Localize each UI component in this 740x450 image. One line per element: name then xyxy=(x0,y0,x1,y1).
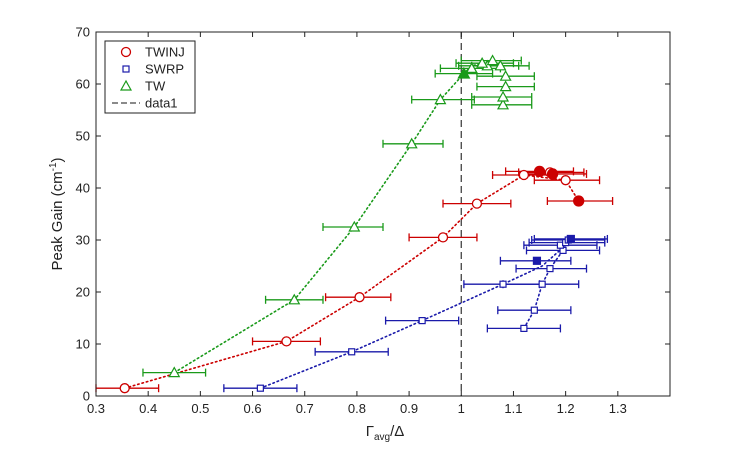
legend-marker xyxy=(119,79,133,91)
x-tick-label: 0.9 xyxy=(400,401,418,416)
x-tick-label: 0.8 xyxy=(348,401,366,416)
y-tick-label: 40 xyxy=(76,181,90,196)
data-point-swrp xyxy=(256,384,264,392)
data-point-twinj xyxy=(533,165,546,178)
data-point-tw xyxy=(348,220,361,232)
data-point-tw xyxy=(494,59,507,71)
data-point-twinj xyxy=(119,383,130,394)
data-point-swrp xyxy=(520,324,528,332)
data-point-twinj xyxy=(518,169,530,181)
legend-marker xyxy=(120,46,132,58)
x-tick-label: 1 xyxy=(458,401,465,416)
data-point-twinj xyxy=(281,336,292,347)
series-twinj xyxy=(95,165,614,394)
data-point-tw xyxy=(434,93,447,105)
y-tick-label: 30 xyxy=(76,233,90,248)
data-point-swrp xyxy=(566,234,575,244)
trend-line-tw xyxy=(173,59,494,374)
x-tick-label: 0.7 xyxy=(296,401,314,416)
legend-label: data1 xyxy=(145,96,178,111)
data-point-twinj xyxy=(471,198,483,209)
y-tick-label: 0 xyxy=(83,389,90,404)
data-point-tw xyxy=(499,69,512,81)
data-point-tw xyxy=(499,80,512,92)
data-point-tw xyxy=(486,54,499,66)
data-point-twinj xyxy=(437,232,449,243)
x-tick-label: 1.3 xyxy=(609,401,627,416)
y-tick-label: 10 xyxy=(76,337,90,352)
legend: TWINJ SWRP TW data1 xyxy=(104,40,196,114)
legend-label: SWRP xyxy=(145,62,184,77)
data-point-tw xyxy=(405,137,418,149)
x-tick-label: 0.4 xyxy=(139,401,157,416)
x-tick-label: 0.6 xyxy=(244,401,262,416)
y-axis-label-sup: -1 xyxy=(48,162,59,171)
x-axis-label-tail: /Δ xyxy=(390,423,404,440)
data-point-swrp xyxy=(546,265,554,273)
legend-label: TW xyxy=(145,79,166,94)
x-axis-label-sub: avg xyxy=(374,432,390,443)
plot-layer xyxy=(95,32,614,396)
x-tick-label: 1.2 xyxy=(557,401,575,416)
y-tick-label: 50 xyxy=(76,129,90,144)
data-point-swrp xyxy=(532,256,542,265)
legend-item-swrp: SWRP xyxy=(122,62,184,77)
data-point-twinj xyxy=(354,292,365,303)
data-point-tw xyxy=(496,90,510,102)
data-point-swrp xyxy=(530,306,538,314)
legend-item-twinj: TWINJ xyxy=(120,45,185,60)
data-point-twinj xyxy=(560,175,571,186)
x-tick-label: 1.1 xyxy=(504,401,522,416)
data-point-twinj xyxy=(546,168,559,180)
data-point-tw xyxy=(465,62,478,74)
y-axis-label-tail: ) xyxy=(49,157,66,162)
series-swrp xyxy=(223,234,609,393)
axes-layer: 0.3 0.4 0.5 0.6 0.7 0.8 0.9 1 1.1 1.2 1.3 0 10 20 30 40… xyxy=(76,25,671,416)
x-axis-label-main: Γ xyxy=(366,423,374,440)
legend-item-tw: TW xyxy=(119,79,166,94)
legend-box xyxy=(104,40,196,114)
data-point-swrp xyxy=(538,280,546,288)
legend-marker xyxy=(122,65,130,73)
data-point-tw xyxy=(457,66,471,79)
trend-line-swrp xyxy=(523,241,570,330)
series-tw xyxy=(142,54,535,378)
data-point-tw xyxy=(476,56,489,68)
legend-item-data1: data1 xyxy=(112,96,178,111)
x-tick-label: 0.3 xyxy=(87,401,105,416)
data-point-swrp xyxy=(418,317,426,325)
y-tick-label: 20 xyxy=(76,285,90,300)
data-point-tw xyxy=(288,293,301,305)
data-point-tw xyxy=(168,366,181,378)
plot-frame xyxy=(95,31,671,397)
data-point-swrp xyxy=(499,280,507,288)
data-point-tw xyxy=(496,98,510,110)
y-tick-label: 60 xyxy=(76,77,90,92)
x-axis-label: Γavg/Δ xyxy=(366,423,405,443)
y-axis-label-main: Peak Gain (cm xyxy=(49,171,66,270)
y-tick-label: 70 xyxy=(76,25,90,40)
data-point-swrp xyxy=(348,348,356,356)
data-point-twinj xyxy=(573,195,585,207)
y-axis-label: Peak Gain (cm-1) xyxy=(48,157,66,270)
x-tick-label: 0.5 xyxy=(191,401,209,416)
legend-label: TWINJ xyxy=(145,45,185,60)
trend-line-twinj xyxy=(123,174,580,390)
